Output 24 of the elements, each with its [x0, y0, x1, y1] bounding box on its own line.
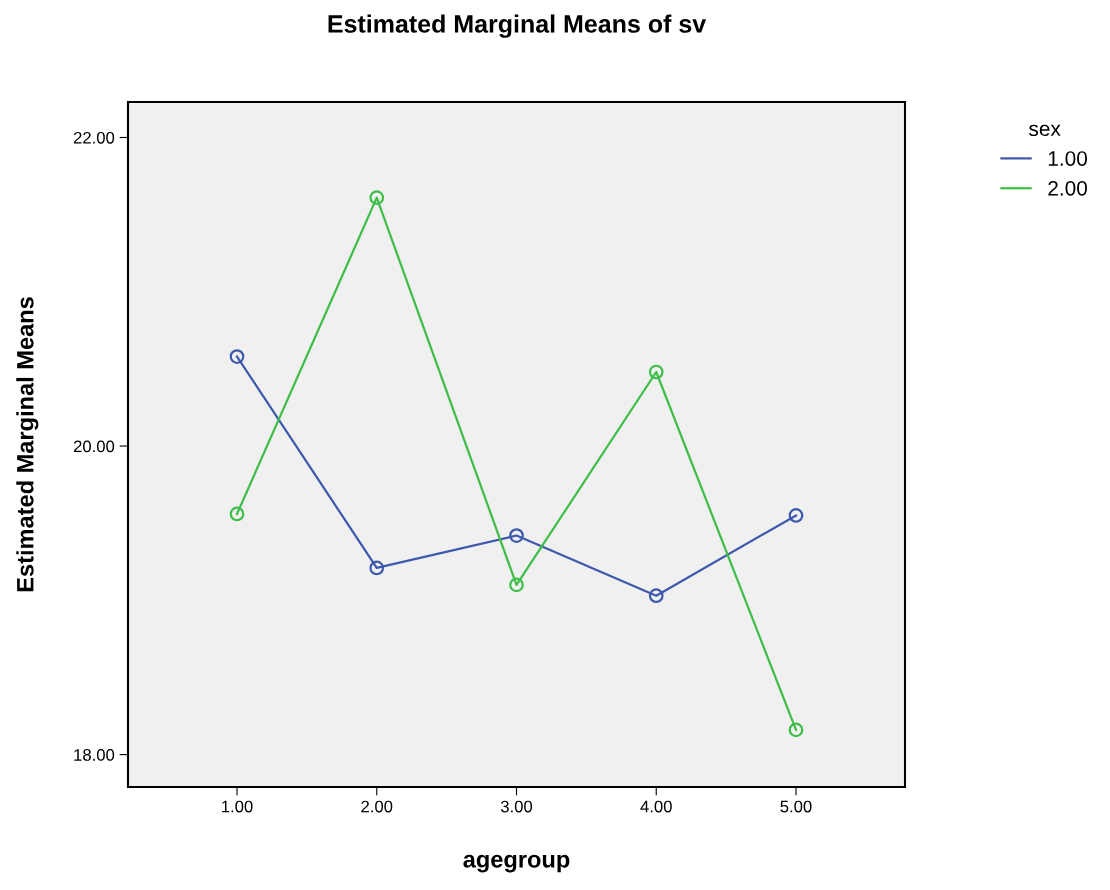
y-axis-title: Estimated Marginal Means	[16, 297, 39, 592]
x-tick-label: 4.00	[640, 800, 672, 813]
chart-title: Estimated Marginal Means of sv	[328, 14, 707, 38]
x-tick-label: 3.00	[500, 800, 533, 813]
legend-label: 2.00	[1048, 180, 1088, 196]
legend-label: 1.00	[1048, 151, 1088, 166]
y-tick-label: 18.00	[74, 749, 115, 761]
point	[788, 722, 804, 738]
point	[788, 508, 804, 523]
point	[509, 577, 524, 593]
point	[648, 364, 664, 380]
x-tick-label: 2.00	[361, 800, 393, 813]
point	[648, 588, 664, 604]
x-axis-title: agegroup	[463, 854, 570, 873]
x-tick-label: 1.00	[222, 800, 253, 813]
point	[509, 528, 524, 543]
x-tick-label: 5.00	[780, 800, 812, 813]
y-tick-label: 22.00	[73, 131, 115, 144]
point	[369, 560, 385, 576]
point	[369, 190, 385, 206]
legend-title: sex	[1029, 124, 1061, 137]
y-tick-label: 20.00	[73, 440, 115, 453]
point	[229, 506, 245, 522]
point	[229, 349, 245, 364]
